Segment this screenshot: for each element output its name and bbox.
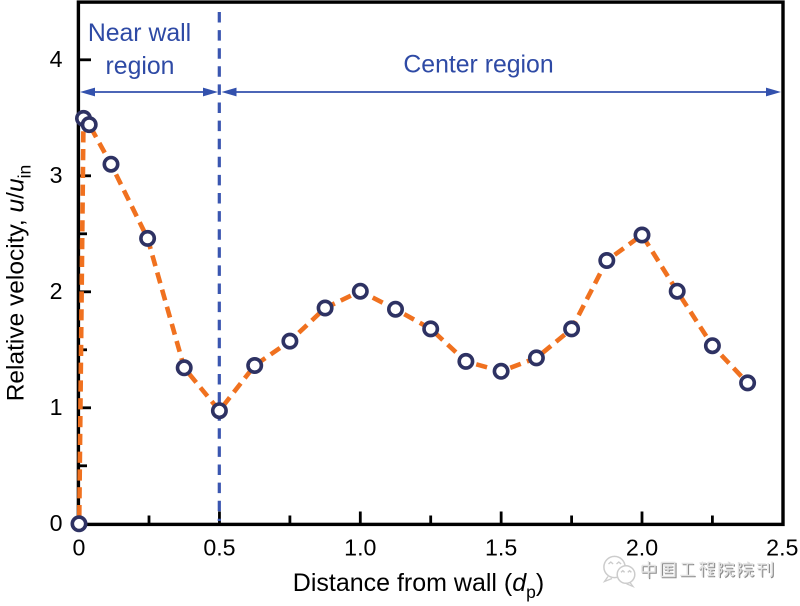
- svg-text:2: 2: [50, 278, 63, 304]
- svg-text:4: 4: [50, 46, 63, 72]
- svg-text:3: 3: [50, 162, 63, 188]
- svg-text:region: region: [106, 53, 175, 80]
- svg-text:0: 0: [73, 535, 86, 561]
- svg-text:2.0: 2.0: [626, 535, 658, 561]
- svg-text:Distance from wall (dp): Distance from wall (dp): [293, 569, 544, 602]
- svg-text:0: 0: [50, 510, 63, 536]
- svg-text:Center region: Center region: [403, 52, 553, 79]
- svg-text:1: 1: [50, 394, 63, 420]
- svg-text:0.5: 0.5: [203, 535, 235, 561]
- svg-text:Near wall: Near wall: [88, 20, 191, 47]
- svg-text:Relative velocity, u/uin: Relative velocity, u/uin: [3, 165, 35, 402]
- svg-text:2.5: 2.5: [766, 535, 798, 561]
- svg-text:1.0: 1.0: [344, 535, 376, 561]
- svg-text:1.5: 1.5: [485, 535, 517, 561]
